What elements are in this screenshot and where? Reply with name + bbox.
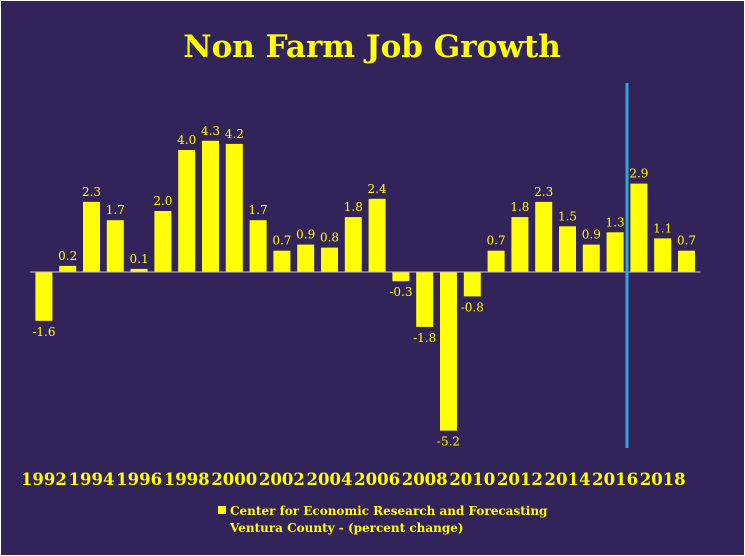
bar-2015 xyxy=(582,244,600,272)
data-label-1993: 0.2 xyxy=(58,249,77,263)
data-label-2006: 2.4 xyxy=(368,182,387,196)
data-label-2007: -0.3 xyxy=(389,285,412,299)
chart-title: Non Farm Job Growth xyxy=(183,29,561,65)
bar-2005 xyxy=(344,217,362,272)
bar-1993 xyxy=(59,265,77,272)
data-label-1994: 2.3 xyxy=(82,185,101,199)
bar-2018 xyxy=(654,238,672,272)
x-tick-label-2004: 2004 xyxy=(307,470,353,489)
data-label-1996: 0.1 xyxy=(130,252,149,266)
data-label-2019: 0.7 xyxy=(677,234,696,248)
bar-2001 xyxy=(249,220,267,273)
legend-label-line-1: Center for Economic Research and Forecas… xyxy=(230,504,548,518)
x-tick-label-1992: 1992 xyxy=(21,470,67,489)
bar-2016 xyxy=(606,232,624,272)
data-label-2015: 0.9 xyxy=(582,228,601,242)
data-label-1992: -1.6 xyxy=(32,325,55,339)
bar-2010 xyxy=(463,272,481,297)
x-tick-label-2012: 2012 xyxy=(497,470,543,489)
bar-1992 xyxy=(35,272,53,321)
x-tick-label-2000: 2000 xyxy=(211,470,257,489)
data-label-2009: -5.2 xyxy=(437,435,460,449)
data-label-2004: 0.8 xyxy=(320,231,339,245)
x-tick-label-2010: 2010 xyxy=(449,470,495,489)
data-label-1998: 4.0 xyxy=(177,133,196,147)
legend-swatch xyxy=(218,506,226,514)
data-label-2001: 1.7 xyxy=(249,203,268,217)
x-tick-label-2014: 2014 xyxy=(545,470,591,489)
bar-2006 xyxy=(368,198,386,272)
x-tick-label-1994: 1994 xyxy=(69,470,115,489)
x-tick-label-2002: 2002 xyxy=(259,470,305,489)
data-label-2014: 1.5 xyxy=(558,209,577,223)
data-label-1999: 4.3 xyxy=(201,124,220,138)
data-label-2012: 1.8 xyxy=(510,200,529,214)
bar-2019 xyxy=(678,250,695,272)
bar-2012 xyxy=(511,217,529,272)
bar-2014 xyxy=(559,226,576,273)
data-label-1997: 2.0 xyxy=(153,194,172,208)
data-label-2003: 0.9 xyxy=(296,228,315,242)
x-tick-labels-group: 1992 1994 1996 1998 2000 2002 2004 2006 2008 2010… xyxy=(21,470,686,489)
bar-2011 xyxy=(487,250,505,272)
bar-2008 xyxy=(416,272,434,327)
x-tick-label-2018: 2018 xyxy=(640,470,686,489)
legend: Center for Economic Research and Forecas… xyxy=(218,504,548,535)
x-tick-label-2008: 2008 xyxy=(402,470,448,489)
bars-group xyxy=(35,140,695,431)
bar-2007 xyxy=(392,272,410,282)
bar-2017 xyxy=(630,183,648,273)
legend-label-line-2: Ventura County - (percent change) xyxy=(229,521,464,535)
data-label-1995: 1.7 xyxy=(106,203,125,217)
bar-2003 xyxy=(297,244,315,272)
data-label-2008: -1.8 xyxy=(413,331,436,345)
bar-1997 xyxy=(154,211,172,272)
bar-1995 xyxy=(106,220,124,273)
data-label-2010: -0.8 xyxy=(461,300,484,314)
bar-1996 xyxy=(130,268,148,272)
x-tick-label-1996: 1996 xyxy=(116,470,162,489)
bar-2009 xyxy=(440,272,457,431)
bar-2013 xyxy=(535,201,553,272)
bar-2002 xyxy=(273,250,291,272)
bar-1999 xyxy=(202,140,219,272)
bar-1994 xyxy=(83,201,100,272)
x-tick-label-2006: 2006 xyxy=(354,470,400,489)
data-label-2005: 1.8 xyxy=(344,200,363,214)
data-label-2016: 1.3 xyxy=(606,215,625,229)
bar-2000 xyxy=(225,143,243,272)
data-label-2018: 1.1 xyxy=(653,221,672,235)
data-label-2013: 2.3 xyxy=(534,185,553,199)
data-labels-group: -1.6 0.2 2.3 1.7 0.1 2.0 4.0 4.3 4.2 1.7 0.7 0.9 0.8… xyxy=(32,124,696,449)
x-tick-label-2016: 2016 xyxy=(592,470,638,489)
x-tick-label-1998: 1998 xyxy=(164,470,210,489)
data-label-2002: 0.7 xyxy=(272,234,291,248)
data-label-2000: 4.2 xyxy=(225,127,244,141)
bar-1998 xyxy=(178,150,196,272)
data-label-2011: 0.7 xyxy=(487,234,506,248)
bar-2004 xyxy=(321,247,338,272)
data-label-2017: 2.9 xyxy=(629,167,648,181)
